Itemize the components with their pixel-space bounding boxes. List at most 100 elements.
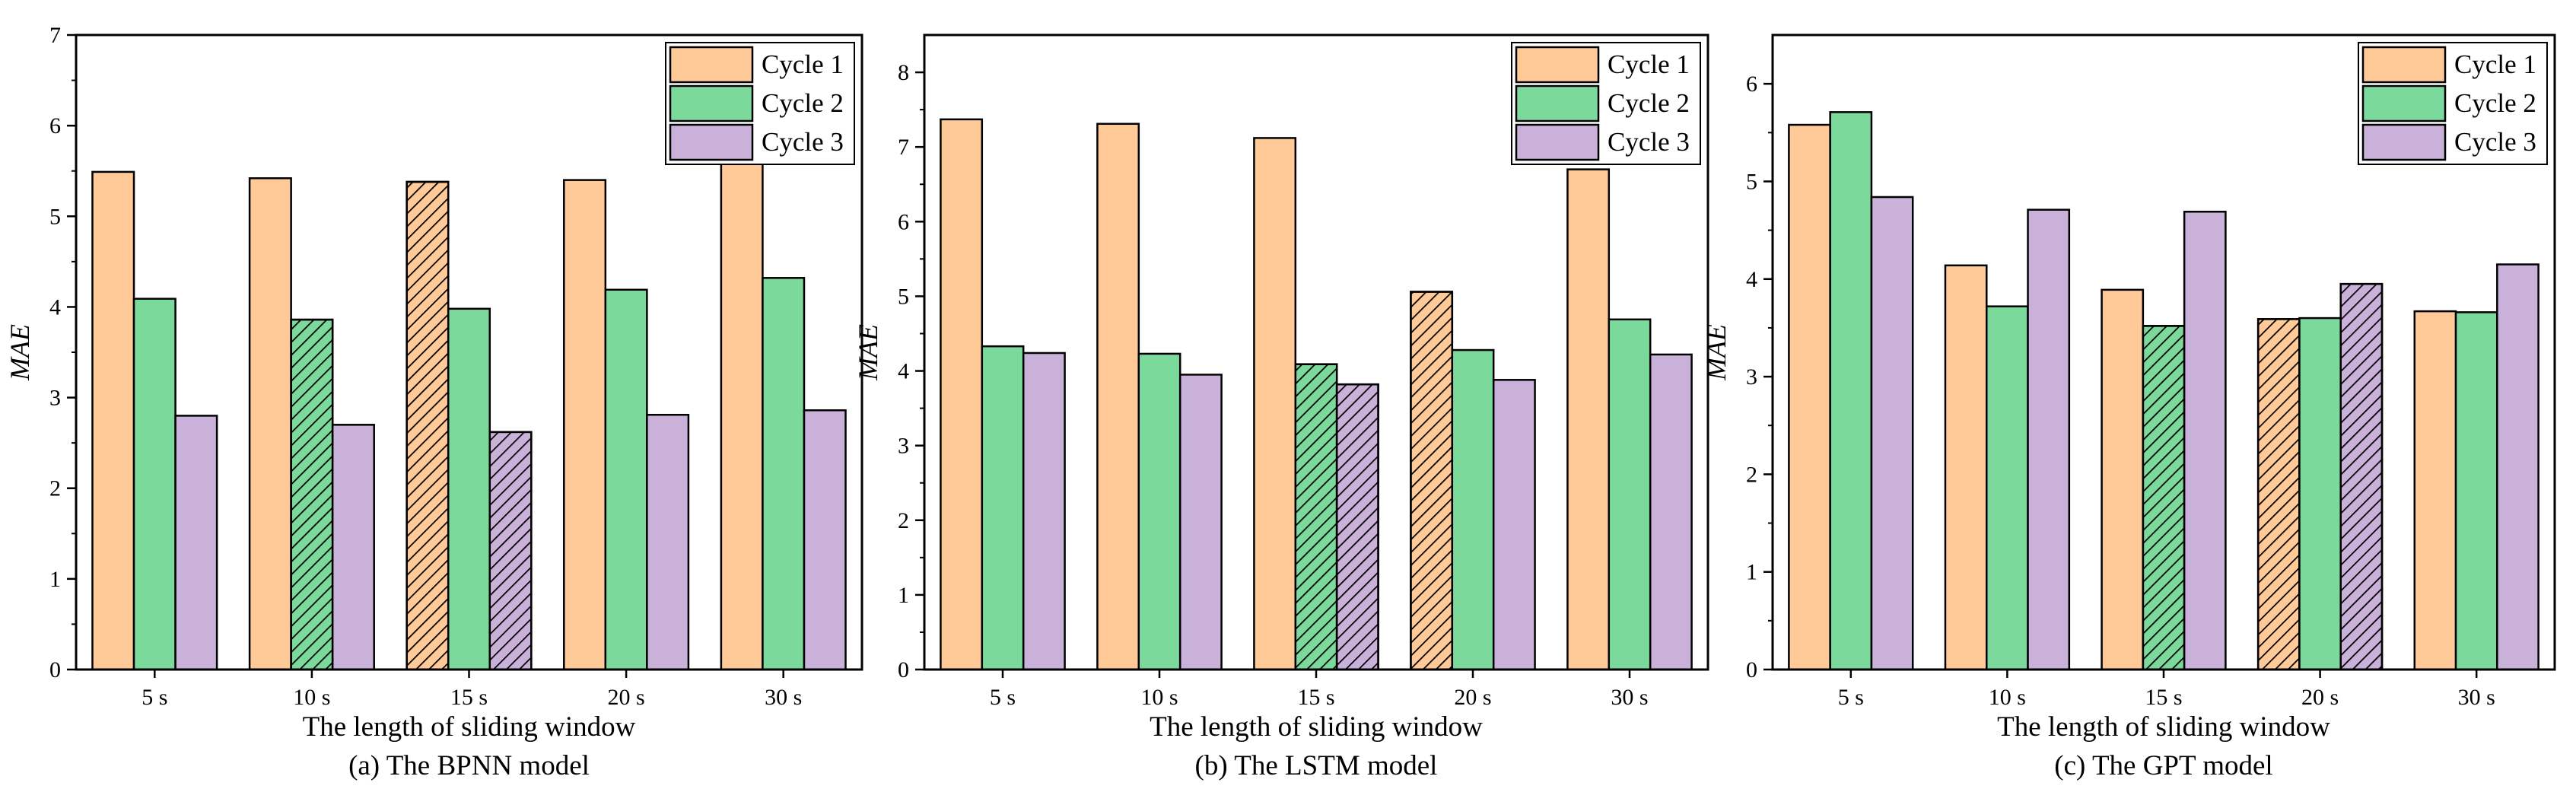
legend-label-cycle1: Cycle 1 — [2454, 49, 2536, 79]
y-tick-label: 7 — [898, 135, 909, 160]
y-tick-label: 0 — [49, 657, 61, 682]
bar-bpnn-5s-cycle3 — [174, 415, 218, 671]
y-tick-label: 0 — [898, 657, 909, 682]
x-tick-label: 5 s — [1838, 685, 1864, 710]
legend-label-cycle1: Cycle 1 — [762, 49, 844, 79]
legend-swatch-cycle2 — [2361, 84, 2447, 122]
bar-bpnn-10s-cycle1 — [248, 177, 292, 671]
x-tick-label: 15 s — [1297, 685, 1334, 710]
legend-swatch-cycle2 — [1515, 84, 1600, 122]
legend-swatch-cycle2 — [669, 84, 754, 122]
legend-label-cycle3: Cycle 3 — [1608, 127, 1690, 157]
y-tick-label: 3 — [898, 434, 909, 459]
y-tick-label: 3 — [1746, 364, 1757, 390]
y-tick-label: 7 — [49, 23, 61, 48]
legend-swatch-cycle3 — [1515, 123, 1600, 161]
legend-swatch-cycle1 — [2361, 46, 2447, 84]
y-tick-label: 2 — [898, 508, 909, 533]
x-tick-label: 20 s — [1454, 685, 1491, 710]
panel-caption: (c) The GPT model — [2054, 750, 2272, 781]
x-tick-label: 30 s — [2458, 685, 2495, 710]
y-tick-label: 1 — [49, 567, 61, 592]
bar-gpt-30s-cycle3 — [2496, 263, 2539, 671]
bar-bpnn-30s-cycle2 — [762, 277, 806, 671]
legend-label-cycle2: Cycle 2 — [2454, 88, 2536, 118]
x-tick-label: 15 s — [450, 685, 488, 710]
x-tick-label: 30 s — [1611, 685, 1648, 710]
bar-bpnn-10s-cycle3 — [331, 424, 375, 671]
legend-swatch-cycle3 — [2361, 123, 2447, 161]
bar-lstm-30s-cycle1 — [1566, 168, 1611, 671]
legend-label-cycle2: Cycle 2 — [762, 88, 844, 118]
x-tick-label: 10 s — [293, 685, 330, 710]
chart-panel-bpnn: 5 s 10 s 15 s 20 s 30 s 0 1 2 3 4 5 6 7 MAE The length… — [5, 23, 863, 781]
y-tick-label: 5 — [898, 284, 909, 309]
chart-panel-lstm: 5 s 10 s 15 s 20 s 30 s 0 1 2 3 4 5 6 7 8 MAE The lengt… — [853, 33, 1709, 781]
bar-gpt-10s-cycle3 — [2027, 208, 2071, 671]
bar-lstm-10s-cycle1 — [1096, 122, 1140, 671]
x-tick-label: 20 s — [2301, 685, 2339, 710]
bar-hatch-lstm-15s-cycle3 — [1335, 383, 1379, 671]
x-tick-label: 10 s — [1989, 685, 2026, 710]
plot-frame — [923, 33, 1709, 671]
bar-lstm-15s-cycle1 — [1253, 137, 1297, 671]
chart-panel-gpt: 5 s 10 s 15 s 20 s 30 s 0 1 2 3 4 5 6 MAE The length … — [1701, 33, 2556, 781]
bar-hatch-gpt-20s-cycle1 — [2256, 318, 2301, 671]
y-tick-label: 6 — [1746, 72, 1757, 97]
legend-swatch-cycle1 — [669, 46, 754, 84]
x-tick-label: 30 s — [765, 685, 802, 710]
bar-gpt-30s-cycle2 — [2454, 311, 2498, 671]
legend-label-cycle2: Cycle 2 — [1608, 88, 1690, 118]
bar-lstm-10s-cycle3 — [1178, 374, 1223, 671]
y-axis-label: MAE — [1701, 324, 1732, 381]
bar-bpnn-20s-cycle3 — [646, 413, 690, 671]
bar-bpnn-15s-cycle2 — [447, 307, 491, 671]
bar-lstm-30s-cycle2 — [1608, 318, 1652, 671]
x-tick-label: 20 s — [608, 685, 645, 710]
bar-gpt-5s-cycle2 — [1829, 111, 1873, 671]
bar-bpnn-30s-cycle3 — [803, 409, 847, 671]
bar-gpt-15s-cycle3 — [2183, 210, 2227, 671]
bar-gpt-10s-cycle2 — [1986, 305, 2029, 671]
y-tick-label: 6 — [49, 113, 61, 138]
y-tick-label: 5 — [49, 204, 61, 229]
plot-frame — [1771, 33, 2556, 671]
y-tick-label: 4 — [898, 359, 909, 384]
y-tick-label: 5 — [1746, 169, 1757, 194]
bar-lstm-20s-cycle2 — [1451, 348, 1495, 671]
bar-gpt-10s-cycle1 — [1944, 264, 1988, 671]
y-tick-label: 3 — [49, 386, 61, 411]
y-tick-label: 1 — [898, 583, 909, 608]
bar-hatch-lstm-20s-cycle1 — [1410, 291, 1454, 671]
bar-hatch-gpt-15s-cycle2 — [2142, 325, 2186, 671]
legend-label-cycle3: Cycle 3 — [2454, 127, 2536, 157]
x-axis-label: The length of sliding window — [303, 711, 636, 743]
plot-frame — [75, 33, 863, 671]
legend: Cycle 1 Cycle 2 Cycle 3 — [665, 42, 855, 165]
y-tick-label: 2 — [1746, 462, 1757, 487]
x-tick-label: 5 s — [990, 685, 1016, 710]
bar-gpt-30s-cycle1 — [2413, 310, 2457, 671]
bar-gpt-15s-cycle1 — [2101, 288, 2145, 671]
bar-gpt-5s-cycle1 — [1788, 123, 1831, 671]
bar-bpnn-20s-cycle1 — [563, 179, 607, 671]
legend-swatch-cycle3 — [669, 123, 754, 161]
legend: Cycle 1 Cycle 2 Cycle 3 — [2358, 42, 2548, 165]
x-axis-label: The length of sliding window — [1997, 711, 2330, 743]
x-tick-label: 5 s — [142, 685, 167, 710]
legend: Cycle 1 Cycle 2 Cycle 3 — [1511, 42, 1701, 165]
bar-gpt-5s-cycle3 — [1870, 196, 1914, 671]
y-tick-label: 4 — [49, 294, 61, 320]
bar-hatch-lstm-15s-cycle2 — [1294, 363, 1338, 671]
bar-bpnn-20s-cycle2 — [604, 288, 648, 671]
bar-gpt-20s-cycle2 — [2298, 317, 2342, 671]
panel-caption: (a) The BPNN model — [348, 750, 590, 781]
bar-bpnn-5s-cycle1 — [91, 170, 135, 671]
bar-hatch-gpt-20s-cycle3 — [2339, 282, 2384, 671]
bar-lstm-5s-cycle1 — [940, 118, 984, 671]
y-tick-label: 8 — [898, 60, 909, 85]
bar-lstm-5s-cycle3 — [1022, 352, 1066, 671]
legend-label-cycle1: Cycle 1 — [1608, 49, 1690, 79]
legend-label-cycle3: Cycle 3 — [762, 127, 844, 157]
